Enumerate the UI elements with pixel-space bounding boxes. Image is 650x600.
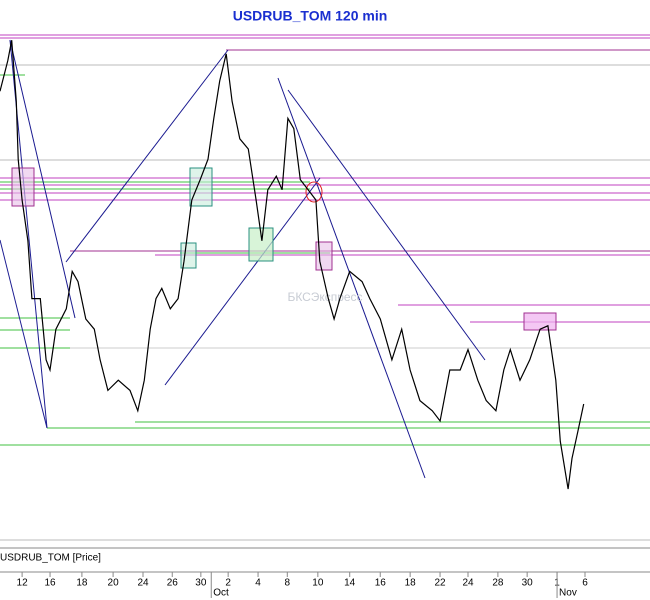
x-tick-label: 12 xyxy=(17,578,29,589)
x-tick-label: 4 xyxy=(255,578,261,589)
x-tick-label: 14 xyxy=(344,578,356,589)
x-tick-label: 10 xyxy=(312,578,324,589)
month-label: Oct xyxy=(213,588,229,599)
month-label: Nov xyxy=(559,588,577,599)
x-tick-label: 22 xyxy=(434,578,446,589)
x-tick-label: 30 xyxy=(522,578,534,589)
x-tick-label: 28 xyxy=(492,578,504,589)
x-tick-label: 24 xyxy=(462,578,474,589)
x-tick-label: 20 xyxy=(108,578,120,589)
x-tick-label: 2 xyxy=(225,578,231,589)
x-tick-label: 24 xyxy=(137,578,149,589)
chart-title: USDRUB_TOM 120 min xyxy=(233,8,388,24)
x-tick-label: 18 xyxy=(76,578,88,589)
x-tick-label: 16 xyxy=(44,578,56,589)
annotations xyxy=(0,34,650,541)
x-tick-label: 8 xyxy=(285,578,291,589)
x-tick-label: 18 xyxy=(405,578,417,589)
x-tick-label: 6 xyxy=(582,578,588,589)
series-label: USDRUB_TOM [Price] xyxy=(0,553,101,564)
x-tick-label: 26 xyxy=(167,578,179,589)
price-line xyxy=(0,40,585,490)
x-tick-label: 16 xyxy=(375,578,387,589)
x-tick-label: 30 xyxy=(195,578,207,589)
watermark: БКСЭкспресс xyxy=(287,290,362,304)
